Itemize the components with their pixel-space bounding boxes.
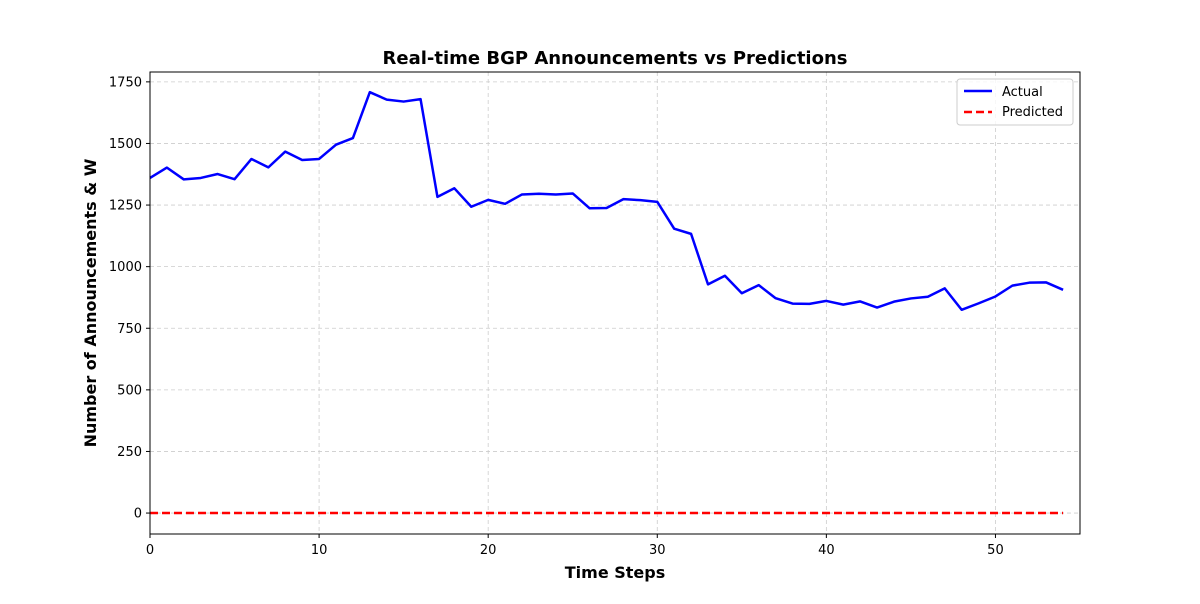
y-tick-label: 1250 bbox=[109, 199, 142, 214]
y-tick-label: 250 bbox=[117, 445, 142, 460]
y-tick-label: 1000 bbox=[109, 260, 142, 275]
x-tick-label: 20 bbox=[480, 543, 497, 558]
series-line-actual bbox=[149, 90, 1064, 312]
legend-actual-label: Actual bbox=[1002, 85, 1043, 100]
y-tick-label: 500 bbox=[117, 383, 142, 398]
x-tick-label: 40 bbox=[818, 543, 835, 558]
series-layer bbox=[149, 90, 1064, 515]
y-tick-label: 0 bbox=[134, 507, 142, 522]
x-axis-title: Time Steps bbox=[565, 563, 666, 582]
x-tick-label: 50 bbox=[987, 543, 1004, 558]
legend-predicted-label: Predicted bbox=[1002, 105, 1063, 120]
y-tick-label: 1750 bbox=[109, 75, 142, 90]
y-tick-label: 1500 bbox=[109, 137, 142, 152]
plot-frame bbox=[149, 71, 1081, 535]
x-tick-label: 10 bbox=[311, 543, 328, 558]
grid-layer bbox=[149, 72, 1080, 534]
chart-title: Real-time BGP Announcements vs Predictio… bbox=[383, 48, 848, 69]
legend: Actual Predicted bbox=[956, 78, 1074, 126]
y-tick-label: 750 bbox=[117, 322, 142, 337]
x-tick-label: 0 bbox=[146, 543, 154, 558]
y-axis-title: Number of Announcements & W bbox=[81, 158, 100, 447]
x-tick-label: 30 bbox=[649, 543, 666, 558]
